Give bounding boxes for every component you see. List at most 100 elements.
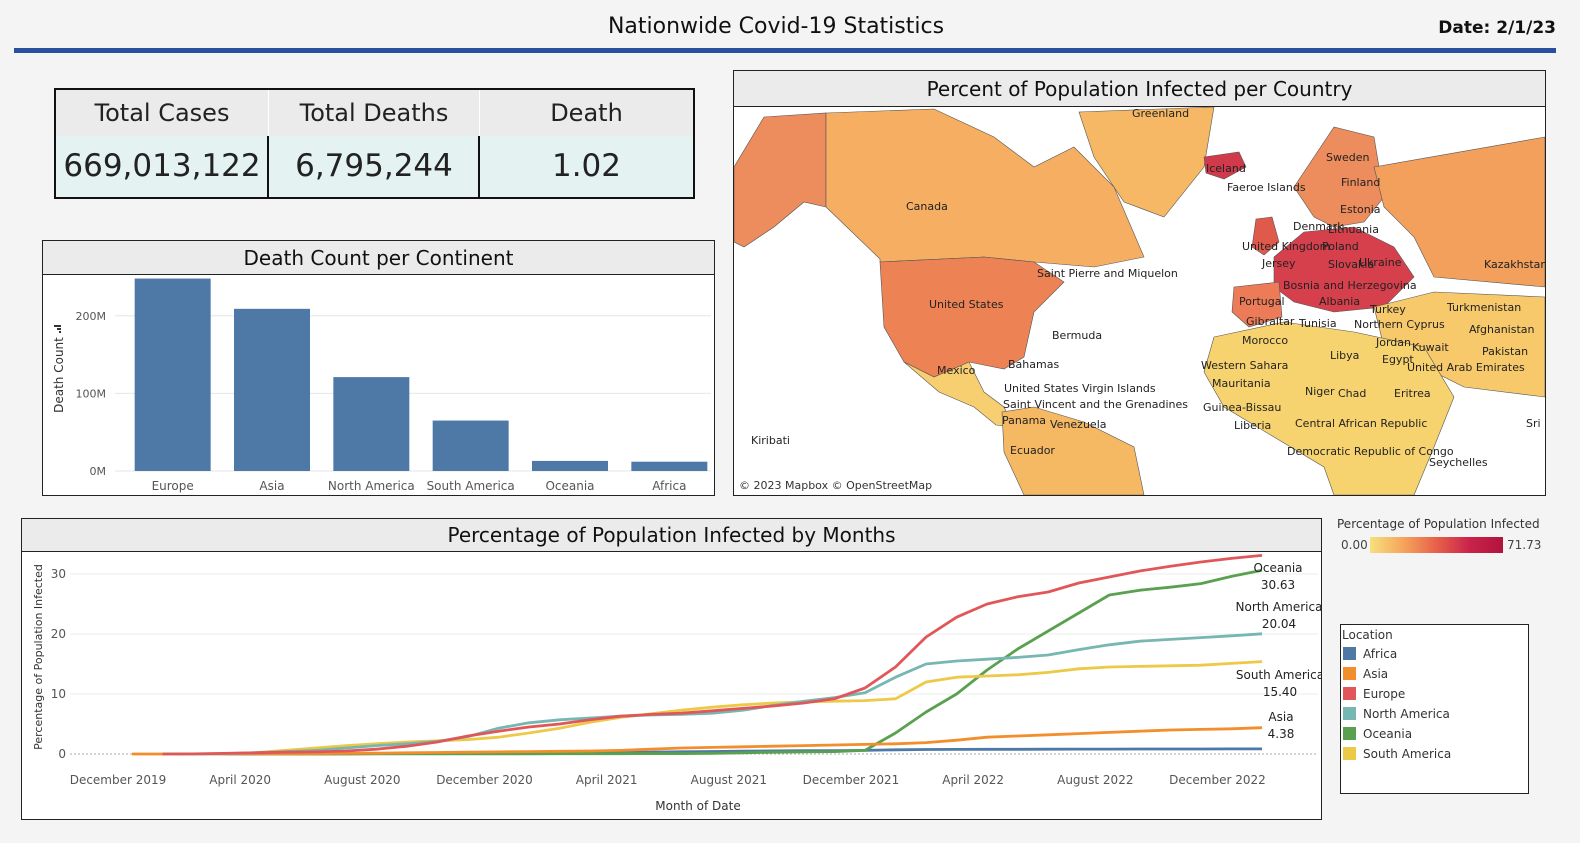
title-divider [14,48,1556,53]
line-chart-x-tick: April 2022 [942,773,1004,787]
kpi-summary-table: Total Cases 669,013,122 Total Deaths 6,7… [54,88,695,199]
map-label-faeroe-islands: Faeroe Islands [1227,181,1306,194]
map-label-tunisia: Tunisia [1299,317,1337,330]
map-label-niger: Niger [1305,385,1335,398]
map-label-bosnia-and-herzegovina: Bosnia and Herzegovina [1283,279,1417,292]
line-chart-y-tick: 20 [51,627,66,641]
line-chart-y-tick: 0 [58,747,66,761]
map-label-kuwait: Kuwait [1412,341,1449,354]
end-label-name: Asia [1268,710,1293,724]
legend-item-north-america[interactable]: North America [1343,707,1450,723]
map-label-chad: Chad [1338,387,1367,400]
line-chart-x-tick: August 2022 [1057,773,1133,787]
bar-oceania[interactable] [532,460,608,471]
end-label-value: 30.63 [1261,578,1295,592]
bar-africa[interactable] [631,461,708,471]
location-legend-title: Location [1342,628,1393,642]
bar-europe[interactable] [134,278,211,471]
map-label-sri: Sri [1526,417,1541,430]
legend-swatch [1343,667,1356,680]
kpi-total-cases-label: Total Cases [56,90,268,136]
map-greenland[interactable] [1078,107,1215,218]
map-label-poland: Poland [1322,240,1359,253]
map-label-kiribati: Kiribati [751,434,790,447]
end-label-value: 4.38 [1268,727,1295,741]
map-russia[interactable] [1373,136,1545,288]
legend-label: Africa [1363,647,1398,661]
bar-chart-y-tick: 0M [90,465,107,478]
kpi-total-deaths-value: 6,795,244 [269,136,479,197]
map-legend-gradient [1370,537,1503,553]
map-label-liberia: Liberia [1234,419,1272,432]
map-label-united-states: United States [929,298,1004,311]
bar-chart-y-tick: 100M [76,387,107,400]
bar-chart-x-tick: Asia [259,479,284,493]
legend-label: Europe [1363,687,1406,701]
line-south-america[interactable] [162,660,1263,756]
dashboard-title: Nationwide Covid-19 Statistics [607,14,945,39]
map-label-greenland: Greenland [1132,107,1190,120]
death-count-title: Death Count per Continent [43,241,714,275]
legend-swatch [1343,707,1356,720]
line-chart-x-tick: August 2020 [324,773,400,787]
legend-label: North America [1363,707,1450,721]
map-label-egypt: Egypt [1382,353,1414,366]
bar-north-america[interactable] [333,377,410,471]
bar-chart-y-axis-label: Death Count [52,337,66,413]
bar-chart-y-tick: 200M [76,310,107,323]
map-canada[interactable] [825,108,1145,268]
kpi-divider [478,136,480,197]
map-label-mexico: Mexico [937,364,976,377]
line-oceania[interactable] [162,568,1263,756]
line-chart-x-tick: December 2022 [1169,773,1266,787]
bar-chart-x-tick: Oceania [545,479,594,493]
map-label-iceland: Iceland [1206,162,1246,175]
line-europe[interactable] [162,554,1263,756]
infection-by-month-panel: Percentage of Population Infected by Mon… [21,518,1322,820]
line-chart-x-tick: December 2019 [70,773,167,787]
map-label-eritrea: Eritrea [1394,387,1431,400]
kpi-total-deaths[interactable]: Total Deaths 6,795,244 [269,90,479,197]
kpi-divider [267,136,269,197]
map-africa[interactable] [1203,321,1455,495]
map-label-estonia: Estonia [1340,203,1381,216]
kpi-total-cases[interactable]: Total Cases 669,013,122 [56,90,268,197]
map-label-united-states-virgin-islands: United States Virgin Islands [1004,382,1156,395]
map-europe[interactable] [1273,226,1415,313]
map-label-gibraltar: Gibraltar [1246,315,1295,328]
end-label-name: Oceania [1253,561,1302,575]
map-iceland[interactable] [1203,151,1247,180]
legend-label: Oceania [1363,727,1413,741]
legend-item-asia[interactable]: Asia [1343,667,1388,683]
line-chart-y-axis-label: Percentage of Population Infected [32,564,45,750]
map-label-jordan: Jordan [1376,336,1411,349]
legend-item-europe[interactable]: Europe [1343,687,1405,703]
filter-icon[interactable] [54,325,61,333]
legend-item-oceania[interactable]: Oceania [1343,727,1412,743]
end-label-value: 15.40 [1263,685,1297,699]
map-label-finland: Finland [1341,176,1381,189]
line-asia[interactable] [132,726,1263,756]
map-label-morocco: Morocco [1242,334,1289,347]
map-label-panama: Panama [1002,414,1047,427]
line-chart-x-tick: December 2021 [803,773,900,787]
map-scandinavia[interactable] [1293,126,1385,228]
legend-item-south-america[interactable]: South America [1343,747,1451,763]
map-legend-max: 71.73 [1507,538,1542,552]
map-united-states[interactable] [879,256,1065,378]
map-label-bermuda: Bermuda [1052,329,1103,342]
map-legend-title: Percentage of Population Infected [1337,517,1540,531]
line-north-america[interactable] [162,632,1263,756]
map-label-denmark: Denmark [1293,220,1344,233]
map-iberia[interactable] [1231,281,1283,328]
map-alaska[interactable] [734,112,827,248]
map-south-america[interactable] [1001,406,1145,495]
map-united-kingdom[interactable] [1251,216,1280,256]
death-count-panel: Death Count per Continent Death Count 0M… [42,240,715,496]
legend-item-africa[interactable]: Africa [1343,647,1397,663]
kpi-death-percentage[interactable]: Death Percentage 1.02 [480,90,693,197]
bar-asia[interactable] [234,308,310,471]
map-label-canada: Canada [906,200,948,213]
infection-choropleth-map[interactable]: Greenland Iceland Faeroe Islands Sweden Finl… [734,107,1545,495]
bar-south-america[interactable] [432,420,509,471]
